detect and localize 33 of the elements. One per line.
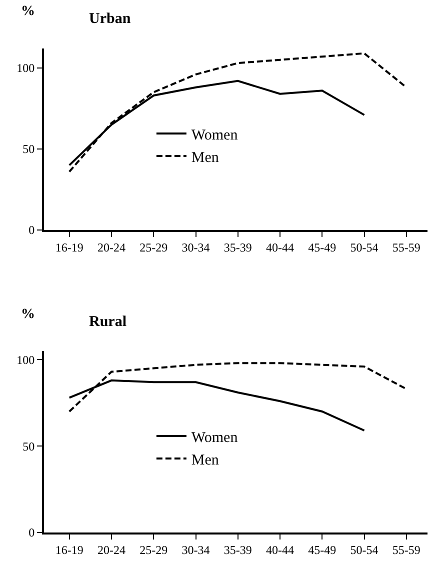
line-series <box>68 52 408 173</box>
legend-label: Men <box>191 150 220 166</box>
legend-label: Women <box>191 430 238 446</box>
x-tick-label: 25-29 <box>140 542 168 557</box>
legend-label: Men <box>191 452 220 468</box>
y-tick-label: 0 <box>28 526 35 540</box>
y-axis-title: % <box>21 307 35 322</box>
y-tick-label: 100 <box>16 352 35 367</box>
y-tick-label: 100 <box>16 61 35 76</box>
x-tick-label: 50-54 <box>350 240 378 254</box>
legend-label: Women <box>191 127 238 144</box>
x-tick-label: 55-59 <box>392 542 420 557</box>
chart-title: Rural <box>89 314 126 330</box>
x-tick-label: 16-19 <box>55 542 84 557</box>
x-tick-label: 30-34 <box>182 542 210 557</box>
x-tick-label: 25-29 <box>140 240 168 254</box>
y-axis-title: % <box>21 4 35 19</box>
x-tick-label: 20-24 <box>97 542 126 557</box>
x-tick-label: 55-59 <box>392 240 420 254</box>
x-tick-label: 20-24 <box>97 240 126 254</box>
y-tick-label: 50 <box>22 439 35 454</box>
x-tick-label: 45-49 <box>308 542 336 557</box>
x-tick-label: 35-39 <box>224 542 252 557</box>
x-tick-label: 40-44 <box>266 542 294 557</box>
y-tick-label: 0 <box>28 223 35 238</box>
y-tick-label: 50 <box>22 142 35 156</box>
x-tick-label: 50-54 <box>350 542 378 557</box>
x-tick-label: 35-39 <box>224 240 252 254</box>
x-tick-label: 16-19 <box>55 240 84 254</box>
chart-title: Urban <box>89 11 132 27</box>
x-tick-label: 30-34 <box>182 240 210 254</box>
x-tick-label: 40-44 <box>266 240 294 254</box>
x-tick-label: 45-49 <box>308 240 336 254</box>
